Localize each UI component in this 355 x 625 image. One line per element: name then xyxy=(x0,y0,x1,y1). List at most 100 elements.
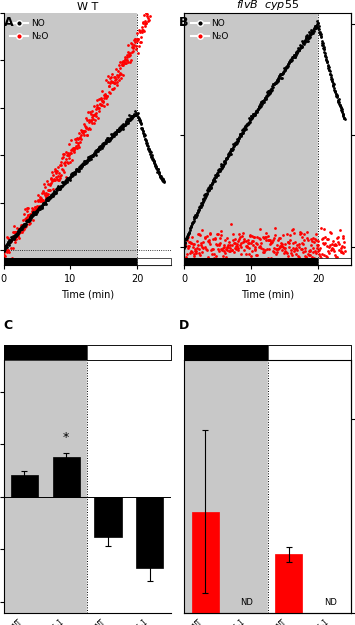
Point xyxy=(91,101,97,111)
Point xyxy=(331,79,337,89)
Point xyxy=(20,227,25,237)
Point xyxy=(111,129,117,139)
Point xyxy=(31,208,36,217)
Point xyxy=(28,212,34,222)
Point xyxy=(110,78,116,88)
Point xyxy=(243,236,249,246)
Point xyxy=(334,233,339,243)
Point xyxy=(47,192,53,202)
Point xyxy=(13,231,18,241)
Point xyxy=(77,162,83,172)
Point xyxy=(228,145,234,155)
Point xyxy=(50,188,56,198)
Point xyxy=(71,168,77,178)
Point xyxy=(242,121,247,131)
Bar xyxy=(4,12,137,264)
Point xyxy=(26,214,32,224)
Point xyxy=(249,246,255,256)
Point xyxy=(294,255,299,265)
Point xyxy=(49,189,55,199)
Point xyxy=(320,38,326,48)
Point xyxy=(251,109,257,119)
Point xyxy=(229,145,235,155)
Point xyxy=(276,242,282,252)
Point xyxy=(50,191,56,201)
Point xyxy=(275,75,281,85)
Text: *: * xyxy=(63,431,69,444)
Point xyxy=(324,58,329,68)
Point xyxy=(244,120,249,130)
Point xyxy=(37,202,43,212)
Point xyxy=(235,136,241,146)
Point xyxy=(256,233,262,243)
Point xyxy=(218,161,224,171)
Point xyxy=(341,231,346,241)
Point xyxy=(124,55,130,65)
Point xyxy=(245,234,251,244)
Point xyxy=(94,95,100,105)
Point xyxy=(239,254,245,264)
Point xyxy=(9,234,15,244)
Point xyxy=(83,123,89,133)
Point xyxy=(65,174,70,184)
Point xyxy=(29,203,35,213)
Point xyxy=(322,239,327,249)
Point xyxy=(7,238,12,248)
Point xyxy=(55,171,61,181)
Point xyxy=(122,52,128,62)
Point xyxy=(187,237,192,247)
Point xyxy=(153,0,159,5)
Point xyxy=(285,238,290,248)
Point xyxy=(208,229,213,239)
Point xyxy=(296,44,302,54)
Point xyxy=(78,130,84,140)
Point xyxy=(72,142,77,152)
Point xyxy=(299,41,305,51)
Point xyxy=(246,118,251,128)
Point xyxy=(269,256,275,266)
Point xyxy=(213,173,219,182)
Point xyxy=(116,70,122,80)
Point xyxy=(2,241,7,251)
Point xyxy=(294,241,300,251)
Point xyxy=(266,86,272,96)
Point xyxy=(114,128,119,138)
Point xyxy=(150,0,155,4)
Point xyxy=(225,151,231,161)
Point xyxy=(73,166,78,176)
Point xyxy=(73,141,79,151)
Point xyxy=(78,162,84,172)
Point xyxy=(79,126,84,136)
Point xyxy=(133,109,139,119)
Point xyxy=(6,238,12,248)
Point xyxy=(250,236,256,246)
Point xyxy=(42,190,48,200)
Point xyxy=(94,100,100,110)
Point xyxy=(298,244,304,254)
Point xyxy=(306,250,312,260)
Point xyxy=(282,63,287,73)
Point xyxy=(117,124,122,134)
Point xyxy=(99,139,105,149)
Point xyxy=(231,247,236,257)
Point xyxy=(118,63,123,73)
Point xyxy=(217,239,222,249)
Point xyxy=(110,129,115,139)
Point xyxy=(118,121,124,131)
Point xyxy=(212,172,218,182)
Point xyxy=(123,58,129,68)
Point xyxy=(126,57,131,67)
Point xyxy=(233,139,239,149)
Point xyxy=(331,80,336,90)
Point xyxy=(210,254,216,264)
Point xyxy=(140,126,146,136)
Point xyxy=(246,238,252,248)
Point xyxy=(52,166,58,176)
Point xyxy=(263,94,269,104)
Point xyxy=(29,206,35,216)
Point xyxy=(23,221,29,231)
Point xyxy=(103,90,108,100)
Bar xyxy=(94,497,122,537)
Point xyxy=(10,234,15,244)
Point xyxy=(222,157,227,167)
